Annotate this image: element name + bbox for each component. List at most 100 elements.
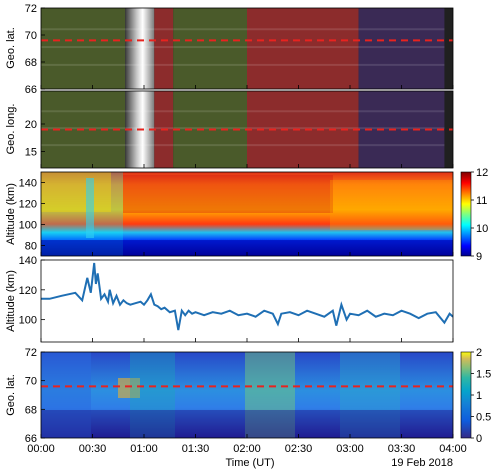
- geo-lat-intensity-panel: 72 70 68 66 Geo. lat. 2 1.5 1 0.5 0: [5, 347, 491, 445]
- colorbar-tick-label: 0: [476, 433, 482, 445]
- y-tick-label: 20: [25, 119, 37, 131]
- keogram-streak: [41, 63, 126, 66]
- keogram-streak: [125, 144, 155, 147]
- y-tick-label: 120: [19, 285, 37, 297]
- geo-lat-keogram-panel: 72 70 68 66 Geo. lat.: [5, 3, 454, 96]
- keogram-streak: [247, 110, 359, 113]
- y-tick-label: 70: [25, 30, 37, 42]
- intensity-colorbar: [460, 351, 472, 439]
- keogram-streak: [247, 63, 359, 66]
- keogram-streak: [125, 46, 155, 49]
- x-tick-label: 04:00: [439, 443, 467, 455]
- y-tick-labels: 72 70 68 66: [25, 347, 45, 445]
- colorbar-tick-label: 9: [476, 251, 482, 263]
- keogram-streak: [154, 46, 174, 49]
- y-tick-label: 140: [19, 178, 37, 190]
- keogram-streak: [41, 127, 126, 130]
- x-tick-label: 02:30: [285, 443, 313, 455]
- keogram-streak: [358, 28, 445, 31]
- keogram-streak: [247, 127, 359, 130]
- keogram-streak: [41, 144, 126, 147]
- keogram-streak: [247, 46, 359, 49]
- y-tick-labels: 72 70 68 66: [25, 3, 45, 96]
- keogram-streak: [358, 46, 445, 49]
- x-tick-label: 02:00: [233, 443, 261, 455]
- altitude-heatmap-panel: 140 120 100 80 Altitude (km) 12 11 10 9: [5, 167, 488, 263]
- keogram-streak: [154, 28, 174, 31]
- y-tick-label: 68: [25, 57, 37, 69]
- keogram-streak: [125, 110, 155, 113]
- keogram-streak: [154, 127, 174, 130]
- y-tick-label: 68: [25, 404, 37, 416]
- keogram-block-green: [173, 8, 247, 89]
- x-tick-label: 00:00: [27, 443, 55, 455]
- altitude-line-panel: 140 120 100 Altitude (km): [5, 255, 454, 343]
- y-axis-label: Altitude (km): [5, 270, 17, 332]
- y-tick-label: 70: [25, 376, 37, 388]
- y-axis-label: Geo. lat.: [5, 374, 17, 416]
- colorbar-tick-label: 2: [476, 347, 482, 359]
- plot-background: [41, 260, 453, 342]
- keogram-streak: [358, 63, 445, 66]
- y-tick-label: 100: [19, 220, 37, 232]
- keogram-block-red: [154, 8, 174, 89]
- keogram-streak: [358, 127, 445, 130]
- keogram-streak: [125, 63, 155, 66]
- keogram-streak: [125, 127, 155, 130]
- y-tick-label: 66: [25, 84, 37, 96]
- x-tick-label: 03:30: [388, 443, 416, 455]
- keogram-block-purple: [358, 8, 445, 89]
- colorbar-tick-label: 0.5: [476, 412, 491, 424]
- y-axis-label: Geo. long.: [5, 104, 17, 155]
- y-tick-label: 72: [25, 347, 37, 359]
- colorbar-tick-label: 10: [476, 223, 488, 235]
- keogram-streak: [173, 63, 247, 66]
- y-tick-label: 72: [25, 3, 37, 15]
- keogram-streak: [173, 46, 247, 49]
- keogram-streak: [173, 28, 247, 31]
- keogram-streak: [173, 127, 247, 130]
- y-tick-label: 140: [19, 255, 37, 267]
- keogram-streak: [173, 110, 247, 113]
- intensity-heatmap-image: [41, 352, 453, 438]
- keogram-streak: [41, 46, 126, 49]
- y-tick-label: 100: [19, 315, 37, 327]
- keogram-streak: [154, 144, 174, 147]
- keogram-streak: [358, 144, 445, 147]
- altitude-series-line: [41, 262, 453, 331]
- figure-date: 19 Feb 2018: [391, 457, 453, 469]
- altitude-colorbar: [460, 171, 472, 257]
- y-axis-label: Geo. lat.: [5, 27, 17, 69]
- colorbar-tick-label: 12: [476, 167, 488, 179]
- y-tick-label: 15: [25, 147, 37, 159]
- y-tick-label: 66: [25, 433, 37, 445]
- keogram-block-green: [41, 8, 126, 89]
- keogram-streak: [125, 28, 155, 31]
- x-tick-label: 00:30: [79, 443, 107, 455]
- keogram-streak: [154, 63, 174, 66]
- x-tick-label: 01:00: [130, 443, 158, 455]
- y-axis-label: Altitude (km): [5, 183, 17, 245]
- keogram-color-blocks: [41, 8, 453, 89]
- x-tick-label: 01:30: [182, 443, 210, 455]
- keogram-streak: [358, 110, 445, 113]
- y-tick-label: 80: [25, 241, 37, 253]
- y-tick-labels: 140 120 100: [19, 255, 45, 327]
- x-axis-label: Time (UT): [225, 457, 274, 469]
- colorbar-tick-labels: 12 11 10 9: [471, 167, 488, 263]
- colorbar-tick-label: 1: [476, 390, 482, 402]
- y-tick-label: 120: [19, 199, 37, 211]
- x-tick-labels: 00:00 00:30 01:00 01:30 02:00 02:30 03:00 03:30…: [27, 85, 467, 455]
- colorbar-tick-label: 11: [476, 195, 487, 207]
- keogram-block-red: [247, 91, 359, 168]
- keogram-streak: [247, 28, 359, 31]
- y-tick-labels: 140 120 100 80: [19, 178, 45, 253]
- keogram-streak: [41, 28, 126, 31]
- keogram-streak: [154, 110, 174, 113]
- keogram-block-red: [247, 8, 359, 89]
- colorbar-tick-label: 1.5: [476, 369, 491, 381]
- keogram-streak: [247, 144, 359, 147]
